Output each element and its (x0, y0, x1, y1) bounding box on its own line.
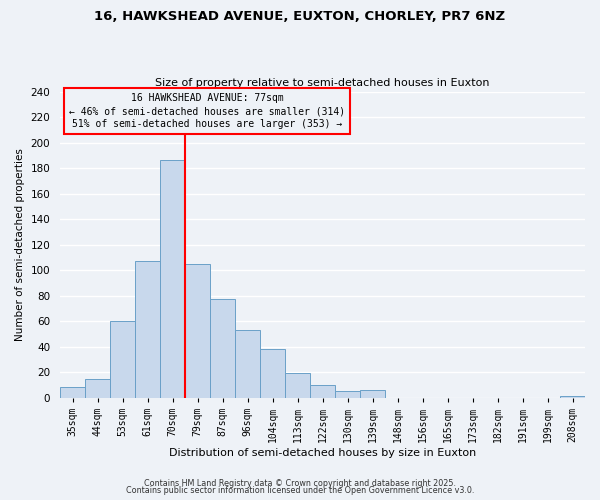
Text: Contains public sector information licensed under the Open Government Licence v3: Contains public sector information licen… (126, 486, 474, 495)
Bar (110, 321, 135, 398)
Text: 16 HAWKSHEAD AVENUE: 77sqm
← 46% of semi-detached houses are smaller (314)
51% o: 16 HAWKSHEAD AVENUE: 77sqm ← 46% of semi… (69, 93, 345, 130)
X-axis label: Distribution of semi-detached houses by size in Euxton: Distribution of semi-detached houses by … (169, 448, 476, 458)
Bar (360, 390, 385, 398)
Title: Size of property relative to semi-detached houses in Euxton: Size of property relative to semi-detach… (155, 78, 490, 88)
Bar (85, 378, 110, 398)
Bar (560, 396, 585, 398)
Bar (60, 388, 85, 398)
Bar (210, 300, 235, 398)
Y-axis label: Number of semi-detached properties: Number of semi-detached properties (15, 148, 25, 341)
Bar (235, 330, 260, 398)
Text: Contains HM Land Registry data © Crown copyright and database right 2025.: Contains HM Land Registry data © Crown c… (144, 478, 456, 488)
Bar (310, 385, 335, 398)
Bar (285, 374, 310, 398)
Text: 16, HAWKSHEAD AVENUE, EUXTON, CHORLEY, PR7 6NZ: 16, HAWKSHEAD AVENUE, EUXTON, CHORLEY, P… (94, 10, 506, 23)
Bar (260, 349, 285, 398)
Bar (185, 264, 210, 398)
Bar (335, 392, 360, 398)
Bar (160, 160, 185, 398)
Bar (135, 261, 160, 398)
